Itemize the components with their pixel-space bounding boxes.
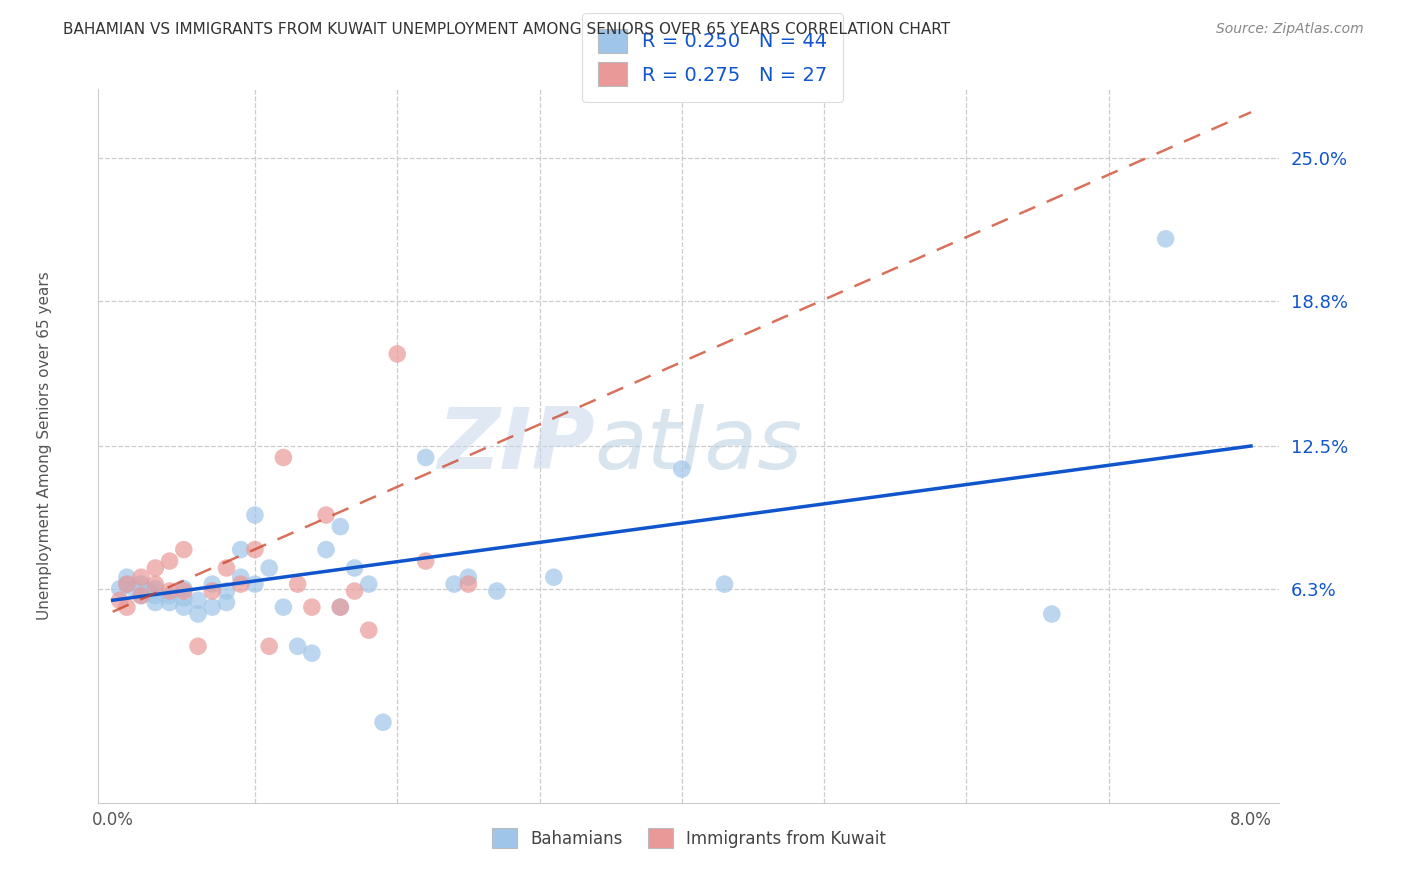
- Legend: Bahamians, Immigrants from Kuwait: Bahamians, Immigrants from Kuwait: [485, 822, 893, 855]
- Point: [229, 577, 252, 591]
- Point: [115, 600, 138, 615]
- Point: [443, 577, 465, 591]
- Point: [287, 577, 309, 591]
- Point: [136, 584, 159, 599]
- Point: [215, 595, 238, 609]
- Point: [187, 593, 209, 607]
- Point: [159, 589, 181, 603]
- Point: [329, 600, 352, 615]
- Point: [387, 347, 409, 361]
- Point: [301, 600, 323, 615]
- Point: [201, 600, 224, 615]
- Point: [1154, 232, 1177, 246]
- Point: [173, 591, 195, 605]
- Point: [187, 607, 209, 621]
- Text: atlas: atlas: [595, 404, 803, 488]
- Point: [343, 584, 366, 599]
- Point: [159, 595, 181, 609]
- Point: [415, 450, 437, 465]
- Point: [273, 450, 295, 465]
- Point: [115, 570, 138, 584]
- Point: [187, 640, 209, 654]
- Point: [343, 561, 366, 575]
- Point: [159, 554, 181, 568]
- Text: Source: ZipAtlas.com: Source: ZipAtlas.com: [1216, 22, 1364, 37]
- Point: [115, 577, 138, 591]
- Point: [129, 570, 152, 584]
- Point: [122, 582, 145, 596]
- Point: [143, 582, 166, 596]
- Point: [243, 542, 266, 557]
- Point: [1040, 607, 1063, 621]
- Point: [301, 646, 323, 660]
- Point: [108, 593, 131, 607]
- Point: [215, 584, 238, 599]
- Point: [243, 508, 266, 522]
- Point: [415, 554, 437, 568]
- Point: [159, 584, 181, 599]
- Point: [273, 600, 295, 615]
- Point: [713, 577, 735, 591]
- Point: [173, 584, 195, 599]
- Point: [143, 577, 166, 591]
- Point: [129, 577, 152, 591]
- Point: [201, 584, 224, 599]
- Point: [543, 570, 565, 584]
- Point: [357, 623, 380, 637]
- Point: [129, 589, 152, 603]
- Point: [315, 542, 337, 557]
- Point: [329, 519, 352, 533]
- Point: [115, 577, 138, 591]
- Point: [329, 600, 352, 615]
- Point: [173, 600, 195, 615]
- Point: [457, 570, 479, 584]
- Point: [371, 715, 394, 730]
- Point: [257, 561, 280, 575]
- Point: [143, 589, 166, 603]
- Point: [357, 577, 380, 591]
- Point: [485, 584, 508, 599]
- Text: BAHAMIAN VS IMMIGRANTS FROM KUWAIT UNEMPLOYMENT AMONG SENIORS OVER 65 YEARS CORR: BAHAMIAN VS IMMIGRANTS FROM KUWAIT UNEMP…: [63, 22, 950, 37]
- Point: [229, 570, 252, 584]
- Point: [671, 462, 693, 476]
- Point: [229, 542, 252, 557]
- Point: [108, 582, 131, 596]
- Point: [173, 542, 195, 557]
- Point: [143, 595, 166, 609]
- Text: Unemployment Among Seniors over 65 years: Unemployment Among Seniors over 65 years: [38, 272, 52, 620]
- Point: [129, 589, 152, 603]
- Point: [201, 577, 224, 591]
- Point: [243, 577, 266, 591]
- Point: [257, 640, 280, 654]
- Point: [457, 577, 479, 591]
- Point: [173, 582, 195, 596]
- Point: [143, 561, 166, 575]
- Point: [287, 640, 309, 654]
- Text: ZIP: ZIP: [437, 404, 595, 488]
- Point: [215, 561, 238, 575]
- Point: [315, 508, 337, 522]
